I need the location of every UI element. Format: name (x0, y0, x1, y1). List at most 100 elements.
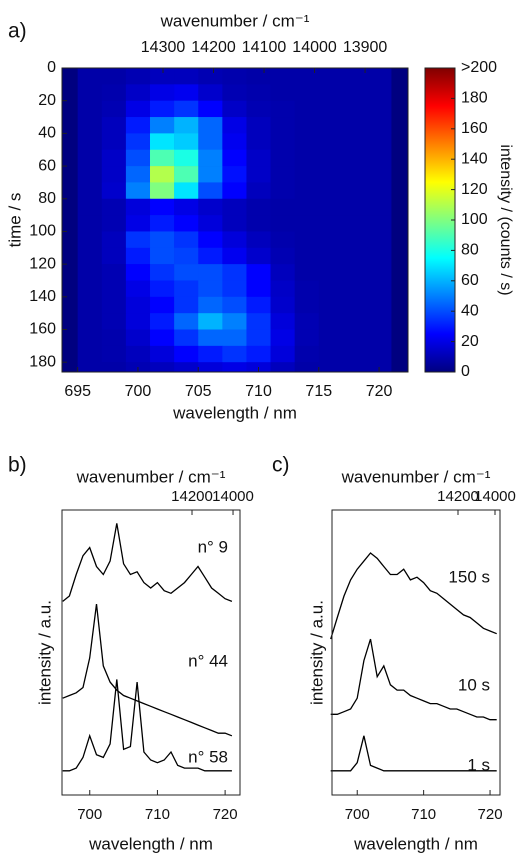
heatmap-cell (367, 68, 392, 85)
heatmap-cell (270, 84, 295, 101)
heatmap-cell (342, 117, 368, 134)
heatmap-cell (101, 247, 127, 265)
heatmap-cell (270, 117, 295, 134)
heatmap-cell (198, 215, 223, 232)
x-tick-label: 710 (245, 383, 272, 400)
heatmap-cell (101, 68, 127, 85)
heatmap-cell (150, 231, 175, 249)
heatmap-cell (222, 84, 247, 101)
x2-tick-label: 14200 (171, 488, 213, 505)
heatmap-cell (222, 264, 247, 281)
heatmap-cell (318, 313, 344, 330)
heatmap-cell (342, 166, 368, 183)
heatmap-cell (270, 345, 295, 363)
heatmap-cell (367, 231, 392, 249)
panel-label: c) (272, 454, 290, 477)
x-axis-title: wavelength / nm (172, 403, 297, 422)
heatmap-cell (150, 345, 175, 363)
x-axis-title: wavelength / nm (353, 834, 478, 853)
heatmap-cell (174, 198, 199, 216)
heatmap-cell (342, 231, 368, 249)
heatmap-cell (270, 280, 295, 298)
heatmap-cell (246, 247, 271, 265)
heatmap-cell (367, 280, 392, 298)
heatmap-cell (294, 264, 320, 281)
heatmap-cell (101, 264, 127, 281)
x2-tick-label: 14000 (212, 488, 254, 505)
heatmap-cell (270, 264, 295, 281)
heatmap-cell (77, 100, 103, 118)
heatmap-cell (150, 198, 175, 216)
heatmap-cell (318, 264, 344, 281)
heatmap-cell (198, 166, 223, 183)
heatmap-cell (125, 247, 151, 265)
heatmap-cell (174, 231, 199, 249)
heatmap-cell (222, 166, 247, 183)
heatmap-cell (318, 362, 344, 372)
heatmap-cell (270, 362, 295, 372)
heatmap-cell (77, 166, 103, 183)
heatmap-cell (318, 329, 344, 347)
heatmap-cell (294, 133, 320, 151)
x-tick-label: 720 (478, 806, 503, 823)
heatmap-cell (222, 117, 247, 134)
colorbar-tick-label: 60 (461, 272, 479, 289)
y-axis-title: time / s (5, 193, 24, 248)
heatmap-cell (150, 329, 175, 347)
x-tick-label: 720 (213, 806, 238, 823)
heatmap-cell (318, 149, 344, 167)
heatmap-cell (294, 231, 320, 249)
heatmap-cell (150, 84, 175, 101)
heatmap-cell (222, 296, 247, 314)
heatmap-cell (198, 149, 223, 167)
panel-label: a) (8, 20, 27, 43)
heatmap-cell (101, 133, 127, 151)
heatmap-cell (246, 345, 271, 363)
heatmap-cell (318, 280, 344, 298)
heatmap-cell (174, 100, 199, 118)
heatmap-cell (198, 100, 223, 118)
heatmap-cell (125, 280, 151, 298)
x-tick-label: 720 (366, 383, 393, 400)
heatmap-cell (101, 280, 127, 298)
heatmap-cell (101, 149, 127, 167)
heatmap-cell (222, 182, 247, 200)
heatmap-cell (101, 182, 127, 200)
x2-tick-label: 13900 (343, 39, 388, 56)
heatmap-cell (294, 198, 320, 216)
heatmap-cell (101, 313, 127, 330)
heatmap-cell (246, 149, 271, 167)
y-tick-label: 140 (29, 288, 56, 305)
heatmap-cell (101, 329, 127, 347)
heatmap-cell (150, 362, 175, 372)
colorbar-label: intensity / (counts / s) (497, 144, 514, 295)
heatmap-cell (270, 100, 295, 118)
heatmap-cell (342, 313, 368, 330)
heatmap-cell (174, 68, 199, 85)
heatmap-cell (77, 247, 103, 265)
heatmap-cell (222, 247, 247, 265)
heatmap-cell (294, 362, 320, 372)
heatmap-cell (246, 117, 271, 134)
heatmap-cell (222, 133, 247, 151)
series-label: 10 s (458, 675, 490, 694)
colorbar-tick-label: 120 (461, 181, 488, 198)
heatmap-cell (174, 247, 199, 265)
y-tick-label: 160 (29, 321, 56, 338)
colorbar-tick-label: 100 (461, 211, 488, 228)
heatmap-cell (101, 166, 127, 183)
heatmap-cell (222, 345, 247, 363)
heatmap-cell (125, 100, 151, 118)
heatmap-cell (367, 198, 392, 216)
heatmap-cell (77, 264, 103, 281)
y-tick-label: 100 (29, 223, 56, 240)
heatmap-cell (198, 117, 223, 134)
heatmap-cell (77, 329, 103, 347)
y-tick-label: 0 (47, 59, 56, 76)
heatmap-cell (198, 133, 223, 151)
heatmap-cell (198, 345, 223, 363)
spectrum-line (330, 735, 497, 772)
heatmap-cell (174, 280, 199, 298)
heatmap-cell (270, 247, 295, 265)
heatmap (62, 68, 408, 372)
